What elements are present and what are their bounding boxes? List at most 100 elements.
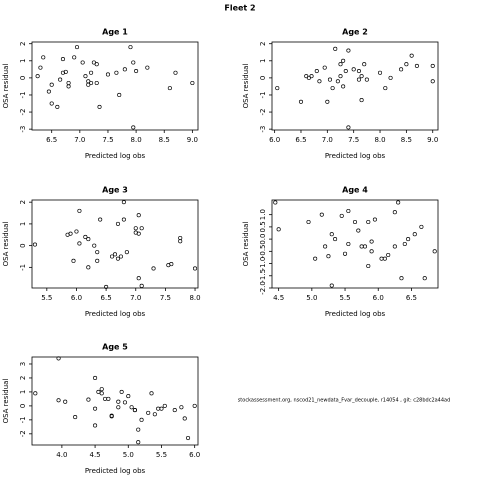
y-tick-label: 0 [259, 76, 267, 80]
figure-title: Fleet 2 [224, 4, 255, 13]
point [49, 82, 54, 87]
point [93, 406, 98, 411]
point [86, 237, 91, 242]
point [124, 250, 129, 255]
point [273, 200, 278, 205]
point [49, 101, 54, 106]
point [192, 403, 197, 408]
point [346, 48, 351, 53]
point [133, 226, 138, 231]
point [146, 410, 151, 415]
y-axis-label: OSA residual [242, 64, 250, 109]
y-tick-label: -1 [19, 416, 27, 423]
y-tick-label: 1.0 [259, 209, 267, 220]
point [406, 237, 411, 242]
point [422, 276, 427, 281]
point [58, 77, 63, 82]
point [128, 45, 133, 50]
x-tick-label: 5.0 [306, 294, 317, 302]
point [136, 427, 141, 432]
panel-title: Age 1 [102, 28, 128, 37]
x-tick-label: 8.5 [159, 136, 170, 144]
point [399, 67, 404, 72]
plot-frame [31, 41, 199, 131]
point [327, 77, 333, 82]
point [419, 224, 424, 229]
x-tick-label: 8.5 [401, 136, 412, 144]
point [33, 391, 38, 396]
point [134, 68, 139, 74]
point [114, 70, 119, 75]
y-tick-label: 2 [259, 41, 267, 45]
point [83, 74, 88, 79]
y-tick-label: 0 [19, 404, 27, 408]
point [319, 212, 324, 217]
y-axis-label: OSA residual [2, 379, 10, 424]
point [364, 77, 369, 82]
point [56, 356, 61, 361]
point [66, 80, 71, 86]
x-tick-label: 8.0 [131, 136, 142, 144]
point [77, 208, 82, 213]
panel-title: Age 2 [342, 28, 368, 37]
point [335, 79, 340, 84]
x-tick-label: 5.0 [123, 451, 134, 459]
point [162, 403, 167, 408]
point [404, 62, 409, 67]
point [60, 70, 65, 75]
point [129, 405, 134, 410]
point [392, 210, 397, 215]
point [132, 408, 137, 413]
point [329, 232, 334, 237]
x-tick-label: 7.5 [348, 136, 359, 144]
point [139, 226, 144, 231]
point [139, 417, 144, 422]
x-tick-label: 6.0 [71, 294, 82, 302]
point [409, 53, 414, 58]
point [99, 387, 104, 392]
point [74, 45, 80, 50]
point [136, 231, 141, 236]
point [366, 263, 371, 269]
point [182, 416, 187, 421]
x-tick-label: 6.0 [189, 451, 200, 459]
x-tick-label: 7.0 [74, 136, 85, 144]
y-tick-label: 0.0 [259, 234, 267, 245]
x-axis-label: Predicted log obs [325, 152, 386, 160]
point [396, 200, 401, 205]
point [118, 254, 123, 259]
point [56, 398, 61, 403]
x-tick-label: 9.0 [427, 136, 438, 144]
point [190, 80, 195, 86]
point [338, 74, 343, 79]
point [96, 389, 101, 394]
point [145, 65, 150, 70]
y-tick-label: -2 [19, 430, 27, 437]
x-axis-label: Predicted log obs [85, 152, 146, 160]
point [341, 84, 346, 89]
point [377, 70, 383, 75]
x-tick-label: 6.5 [406, 294, 417, 302]
point [122, 400, 128, 405]
point [115, 221, 121, 226]
point [55, 104, 60, 109]
x-tick-label: 5.5 [156, 451, 167, 459]
point [94, 62, 99, 67]
point [356, 68, 362, 74]
point [330, 86, 335, 91]
point [178, 235, 183, 241]
x-tick-label: 5.5 [41, 294, 52, 302]
point [73, 415, 78, 420]
point [372, 217, 377, 222]
y-axis-label: OSA residual [2, 222, 10, 267]
point [432, 249, 437, 254]
point [97, 104, 102, 109]
point [139, 283, 144, 288]
x-tick-label: 7.0 [322, 136, 333, 144]
x-tick-label: 4.0 [56, 451, 67, 459]
point [35, 74, 40, 79]
x-axis-label: Predicted log obs [325, 310, 386, 318]
point [276, 227, 281, 232]
point [369, 249, 374, 254]
point [402, 241, 407, 247]
